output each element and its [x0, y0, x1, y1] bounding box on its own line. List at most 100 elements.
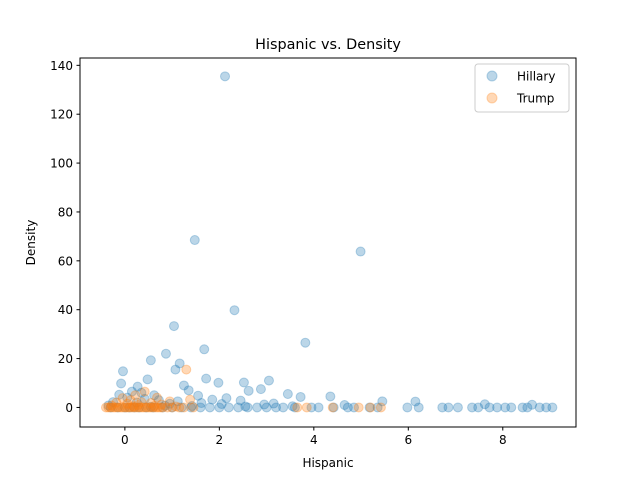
y-tick-label: 20: [58, 352, 73, 366]
plot-frame: [79, 57, 577, 428]
data-point-hillary: [139, 393, 150, 404]
data-point-hillary: [223, 402, 234, 413]
data-point-trump: [156, 399, 167, 410]
data-point-hillary: [119, 402, 130, 413]
data-point-hillary: [452, 402, 463, 413]
data-point-trump: [119, 402, 130, 413]
data-point-hillary: [410, 396, 421, 407]
data-point-hillary: [117, 366, 128, 377]
data-point-trump: [149, 400, 160, 411]
data-point-hillary: [216, 399, 227, 410]
legend-marker-hillary: [486, 70, 498, 82]
data-point-hillary: [372, 402, 383, 413]
x-tick-label: 2: [216, 433, 224, 447]
x-tick-label: 6: [404, 433, 412, 447]
data-point-hillary: [506, 402, 517, 413]
data-point-hillary: [103, 400, 114, 411]
data-point-hillary: [132, 381, 143, 392]
data-point-trump: [188, 402, 199, 413]
y-tick-label: 60: [58, 254, 73, 268]
data-point-hillary: [377, 396, 388, 407]
data-point-hillary: [204, 402, 215, 413]
data-point-trump: [117, 393, 128, 404]
data-point-trump: [141, 402, 152, 413]
data-point-hillary: [136, 387, 147, 398]
data-point-hillary: [306, 402, 317, 413]
data-point-hillary: [261, 402, 272, 413]
data-point-hillary: [342, 402, 353, 413]
data-point-hillary: [328, 402, 339, 413]
data-point-trump: [327, 402, 338, 413]
data-point-trump: [115, 402, 126, 413]
data-point-trump: [353, 402, 364, 413]
y-axis-label: Density: [24, 220, 38, 266]
data-point-hillary: [189, 235, 200, 246]
data-point-hillary: [467, 402, 478, 413]
x-axis-ticks: 0 2 4 6 8: [121, 427, 507, 447]
data-point-hillary: [105, 402, 116, 413]
series-trump: [100, 364, 386, 413]
legend-box: [474, 63, 570, 113]
data-point-hillary: [348, 402, 359, 413]
data-point-hillary: [289, 402, 300, 413]
data-point-hillary: [413, 402, 424, 413]
data-point-trump: [167, 402, 178, 413]
data-point-hillary: [186, 402, 197, 413]
y-tick-label: 40: [58, 303, 73, 317]
data-point-hillary: [207, 394, 218, 405]
data-point-hillary: [522, 402, 533, 413]
data-point-hillary: [268, 398, 279, 409]
data-point-trump: [178, 402, 189, 413]
data-point-hillary: [131, 397, 142, 408]
data-point-hillary: [271, 402, 282, 413]
data-point-hillary: [145, 401, 156, 412]
data-point-hillary: [541, 402, 552, 413]
data-point-trump: [131, 402, 142, 413]
data-point-hillary: [145, 355, 156, 366]
y-tick-label: 80: [58, 205, 73, 219]
data-point-hillary: [141, 402, 152, 413]
data-point-trump: [170, 401, 181, 412]
data-point-hillary: [492, 402, 503, 413]
y-tick-label: 100: [50, 157, 73, 171]
data-point-trump: [122, 398, 133, 409]
data-point-hillary: [160, 348, 171, 359]
chart-title: Hispanic vs. Density: [255, 37, 401, 53]
data-point-hillary: [199, 344, 210, 355]
data-point-hillary: [201, 373, 212, 384]
data-point-hillary: [214, 402, 225, 413]
data-point-trump: [164, 396, 175, 407]
data-point-hillary: [193, 390, 204, 401]
data-point-hillary: [213, 377, 224, 388]
x-tick-label: 0: [121, 433, 129, 447]
data-point-hillary: [153, 395, 164, 406]
data-point-trump: [103, 402, 114, 413]
data-point-hillary: [255, 384, 266, 395]
x-axis-label: Hispanic: [302, 456, 353, 470]
data-point-hillary: [172, 396, 183, 407]
data-point-hillary: [325, 391, 336, 402]
data-point-hillary: [114, 389, 125, 400]
data-point-hillary: [243, 385, 254, 396]
data-point-hillary: [295, 391, 306, 402]
data-point-hillary: [547, 402, 558, 413]
data-point-hillary: [195, 402, 206, 413]
data-point-hillary: [186, 400, 197, 411]
data-point-trump: [129, 402, 140, 413]
data-point-trump: [105, 402, 116, 413]
data-point-hillary: [108, 397, 119, 408]
data-point-hillary: [170, 364, 181, 375]
data-point-hillary: [402, 402, 413, 413]
data-point-trump: [148, 402, 159, 413]
data-point-trump: [181, 364, 192, 375]
data-point-trump: [124, 402, 135, 413]
data-point-hillary: [229, 305, 240, 316]
data-point-hillary: [134, 402, 145, 413]
data-point-trump: [125, 395, 136, 406]
data-point-hillary: [235, 395, 246, 406]
data-point-trump: [185, 394, 196, 405]
y-tick-label: 140: [50, 59, 73, 73]
data-point-trump: [128, 401, 139, 412]
data-point-hillary: [126, 386, 137, 397]
data-point-hillary: [534, 402, 545, 413]
